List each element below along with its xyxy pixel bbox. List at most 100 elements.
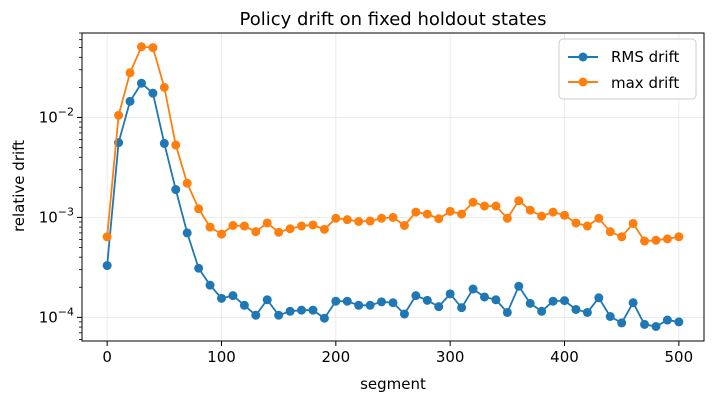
data-point-max-drift	[354, 217, 364, 226]
data-point-max-drift	[297, 221, 307, 231]
data-point-max-drift	[239, 221, 249, 231]
data-point-rms-drift	[194, 263, 204, 273]
data-point-rms-drift	[617, 318, 627, 328]
data-point-max-drift	[605, 227, 615, 237]
data-point-max-drift	[468, 197, 478, 207]
legend-box	[558, 38, 697, 100]
data-point-max-drift	[285, 224, 295, 234]
data-point-max-drift	[399, 221, 409, 230]
data-point-rms-drift	[411, 291, 421, 301]
data-point-rms-drift	[674, 317, 684, 327]
data-point-rms-drift	[662, 315, 672, 325]
data-point-max-drift	[457, 209, 467, 219]
data-point-max-drift	[388, 212, 398, 222]
data-point-rms-drift	[640, 319, 650, 329]
data-point-rms-drift	[125, 96, 135, 106]
data-point-rms-drift	[342, 296, 352, 306]
data-point-max-drift	[514, 196, 524, 206]
data-point-rms-drift	[216, 293, 226, 303]
chart-title: Policy drift on fixed holdout states	[240, 9, 547, 30]
data-point-rms-drift	[297, 305, 307, 315]
data-point-rms-drift	[605, 312, 615, 321]
legend-label-max-drift: max drift	[611, 74, 679, 92]
data-point-max-drift	[525, 205, 535, 215]
x-tick-label: 100	[207, 348, 236, 366]
data-point-max-drift	[537, 211, 547, 221]
data-point-rms-drift	[582, 307, 592, 317]
data-point-max-drift	[674, 232, 684, 242]
data-point-rms-drift	[399, 309, 409, 319]
data-point-max-drift	[125, 68, 135, 78]
data-point-rms-drift	[136, 78, 146, 88]
data-point-rms-drift	[365, 300, 375, 310]
data-point-rms-drift	[479, 292, 489, 302]
data-point-rms-drift	[228, 291, 238, 301]
data-point-max-drift	[434, 214, 444, 224]
y-tick-label: 10−4	[39, 305, 74, 326]
data-point-rms-drift	[491, 295, 501, 305]
data-point-rms-drift	[182, 228, 192, 238]
data-point-rms-drift	[308, 305, 318, 315]
data-point-rms-drift	[525, 298, 535, 308]
y-axis-label: relative drift	[10, 140, 28, 232]
data-point-rms-drift	[377, 297, 387, 307]
x-tick-label: 300	[436, 348, 465, 366]
data-point-max-drift	[365, 216, 375, 226]
data-point-rms-drift	[148, 88, 158, 98]
x-tick-label: 0	[102, 348, 112, 366]
data-point-rms-drift	[434, 302, 444, 312]
data-point-rms-drift	[331, 296, 341, 306]
data-point-max-drift	[411, 207, 421, 217]
data-point-max-drift	[342, 215, 352, 225]
data-point-rms-drift	[388, 298, 398, 308]
data-point-max-drift	[159, 82, 169, 92]
data-point-max-drift	[560, 210, 570, 220]
data-point-max-drift	[308, 220, 318, 230]
legend-marker-max-drift	[578, 77, 588, 87]
data-point-max-drift	[331, 213, 341, 223]
data-point-rms-drift	[571, 304, 581, 314]
legend-label-rms-drift: RMS drift	[611, 48, 680, 66]
data-point-max-drift	[251, 227, 261, 237]
data-point-max-drift	[582, 221, 592, 231]
series-line-rms-drift	[106, 82, 679, 328]
data-point-rms-drift	[548, 296, 558, 306]
data-point-max-drift	[194, 204, 204, 214]
data-point-rms-drift	[251, 310, 261, 320]
data-point-rms-drift	[285, 306, 295, 316]
data-point-max-drift	[651, 235, 661, 245]
data-point-max-drift	[617, 232, 627, 242]
legend-marker-rms-drift	[578, 52, 588, 62]
data-point-rms-drift	[594, 293, 604, 303]
data-point-max-drift	[102, 232, 112, 242]
data-point-rms-drift	[514, 281, 524, 291]
data-point-rms-drift	[457, 303, 467, 313]
data-point-max-drift	[479, 201, 489, 211]
data-point-max-drift	[114, 110, 124, 120]
data-point-max-drift	[594, 213, 604, 223]
data-point-max-drift	[571, 218, 581, 228]
data-point-max-drift	[548, 207, 558, 217]
data-point-max-drift	[274, 227, 284, 237]
data-point-max-drift	[148, 43, 158, 53]
data-point-rms-drift	[537, 306, 547, 316]
x-tick-label: 200	[322, 348, 351, 366]
data-point-max-drift	[628, 218, 638, 228]
legend: RMS drift max drift	[558, 38, 697, 100]
data-point-max-drift	[216, 229, 226, 239]
data-point-max-drift	[662, 234, 672, 244]
data-point-rms-drift	[171, 185, 181, 195]
data-point-rms-drift	[422, 295, 432, 305]
data-point-rms-drift	[274, 310, 284, 320]
data-point-max-drift	[228, 221, 238, 230]
x-tick-label: 400	[550, 348, 579, 366]
plot-area	[102, 42, 684, 331]
data-point-rms-drift	[628, 298, 638, 308]
data-point-rms-drift	[102, 261, 112, 271]
data-point-max-drift	[319, 224, 329, 234]
data-point-rms-drift	[651, 322, 661, 331]
data-point-max-drift	[491, 201, 501, 211]
data-point-rms-drift	[502, 307, 512, 317]
y-tick-label: 10−3	[39, 205, 74, 226]
